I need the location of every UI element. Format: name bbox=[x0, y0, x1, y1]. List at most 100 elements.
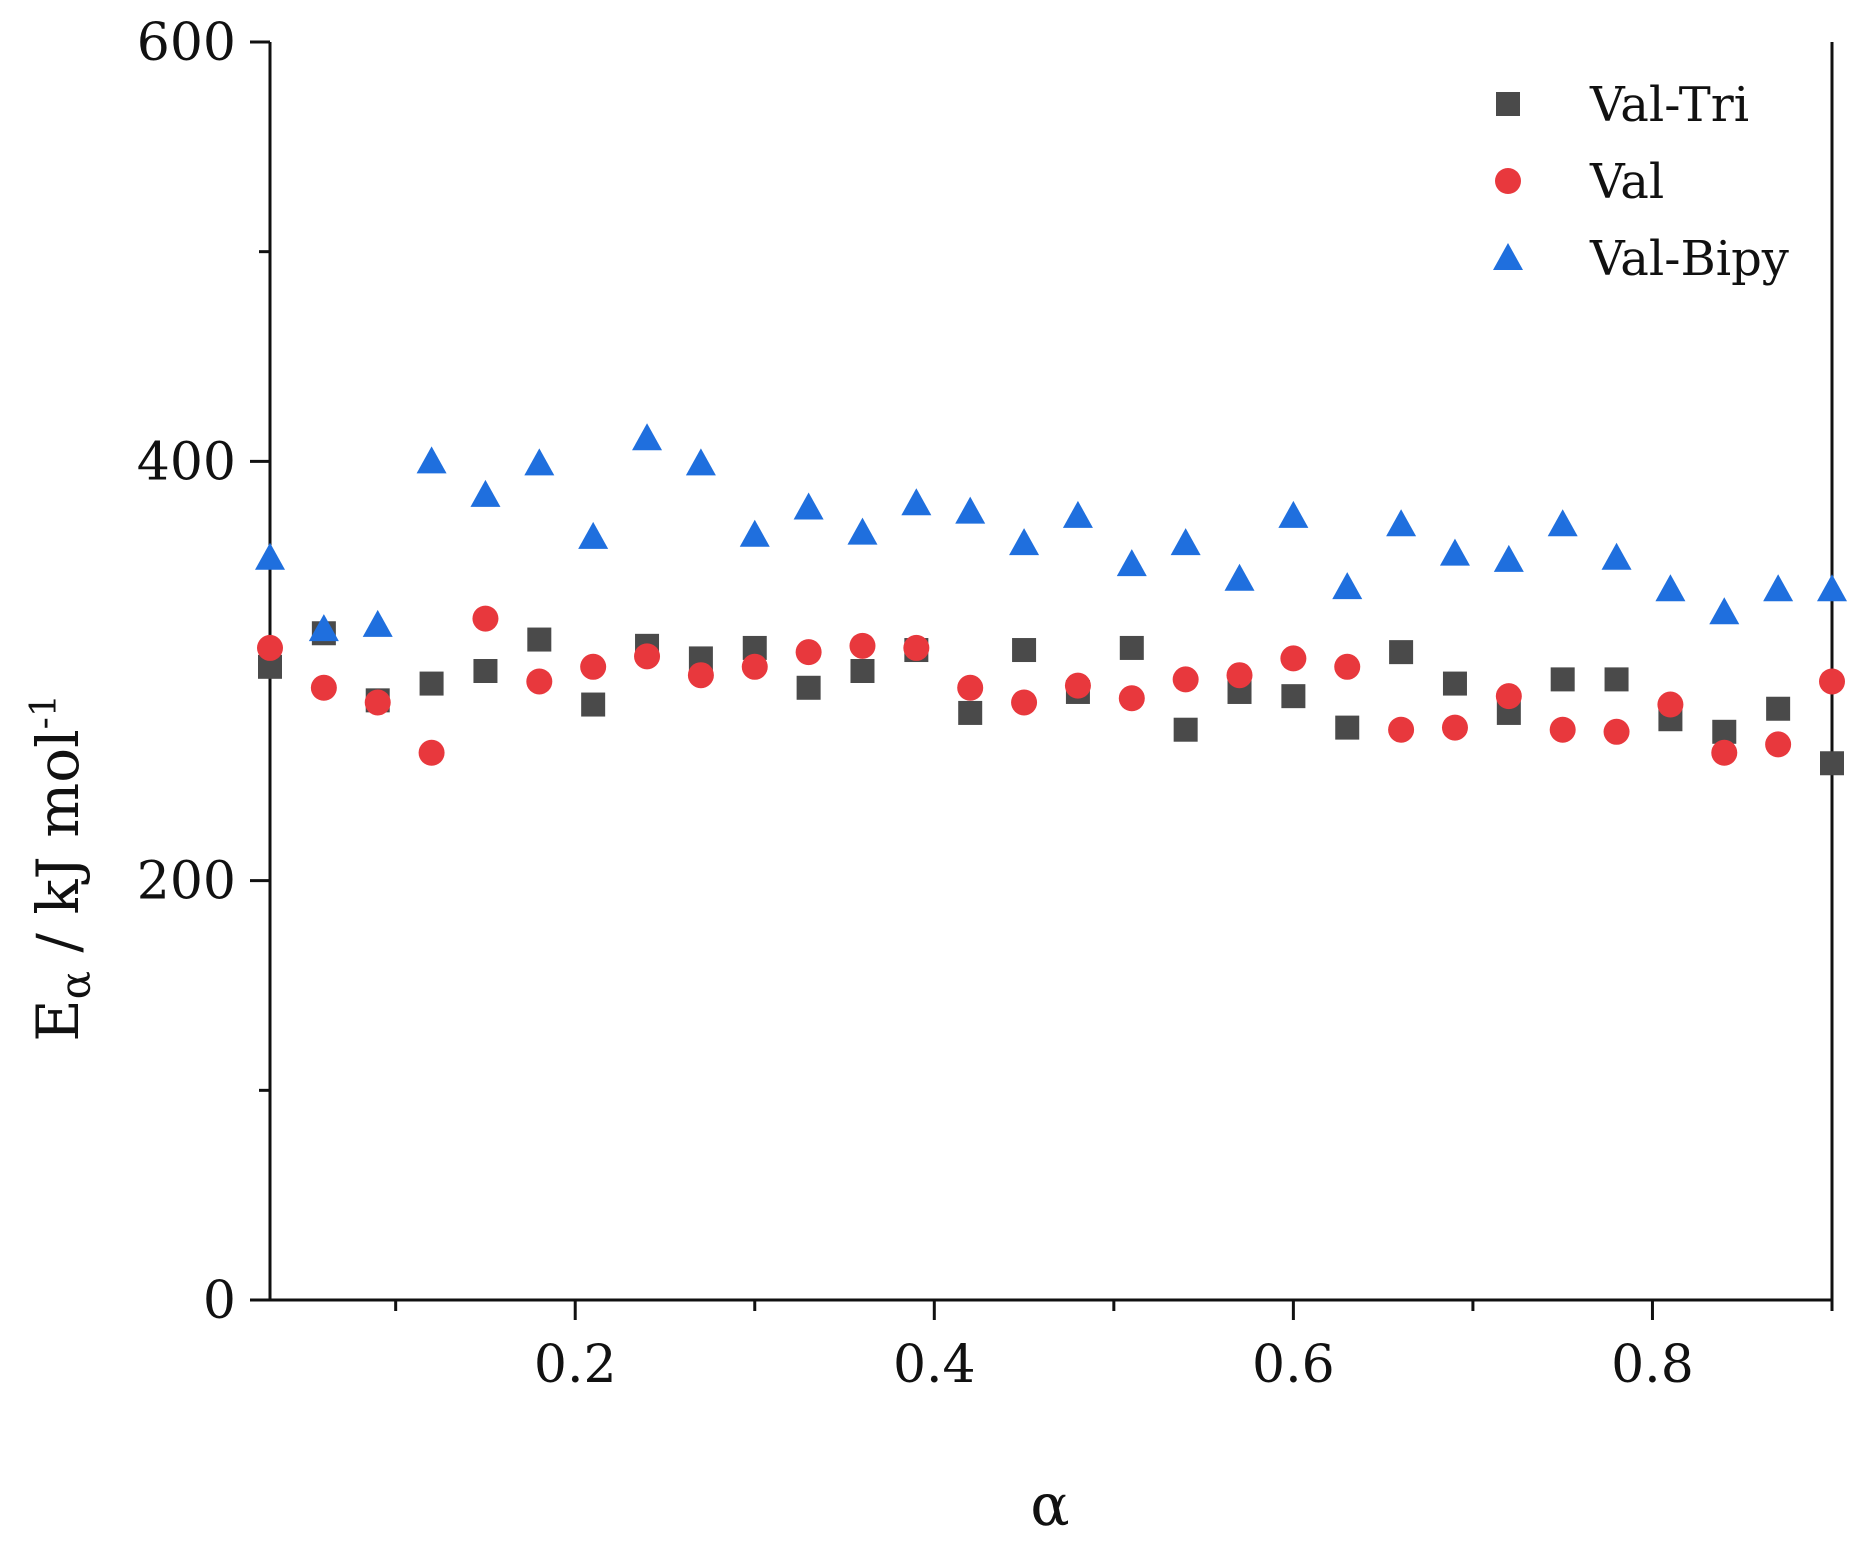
data-point bbox=[1765, 731, 1792, 758]
data-point bbox=[1493, 544, 1524, 572]
y-axis-title-main: E bbox=[24, 999, 92, 1041]
legend-marker bbox=[1495, 168, 1521, 194]
data-point bbox=[1549, 716, 1576, 743]
data-point bbox=[1389, 640, 1414, 665]
data-point bbox=[847, 517, 878, 545]
data-point bbox=[1335, 715, 1360, 740]
data-point bbox=[1495, 683, 1522, 710]
data-point bbox=[796, 675, 821, 700]
data-point bbox=[1388, 716, 1415, 743]
legend-marker bbox=[1493, 243, 1523, 270]
data-point bbox=[849, 632, 876, 659]
y-axis-title-subscript: α bbox=[51, 971, 100, 999]
x-tick-label: 0.6 bbox=[1252, 1335, 1335, 1395]
x-tick-label: 0.4 bbox=[893, 1335, 976, 1395]
data-points bbox=[255, 423, 1847, 776]
data-point bbox=[955, 496, 986, 524]
data-point bbox=[634, 643, 661, 670]
data-point bbox=[1173, 717, 1198, 742]
data-point bbox=[526, 668, 553, 695]
data-point bbox=[957, 674, 984, 701]
data-point bbox=[581, 692, 606, 717]
data-point bbox=[1439, 538, 1470, 566]
data-point bbox=[419, 671, 444, 696]
legend-label: Val-Tri bbox=[1589, 77, 1749, 133]
data-point bbox=[901, 488, 932, 516]
data-point bbox=[1441, 714, 1468, 741]
data-point bbox=[257, 634, 283, 661]
data-point bbox=[310, 674, 337, 701]
data-point bbox=[1281, 684, 1306, 709]
data-point bbox=[1118, 685, 1145, 712]
y-axis-title-superscript: -1 bbox=[24, 694, 65, 729]
data-point bbox=[1604, 667, 1629, 692]
axis-titles: α Eα / kJ mol-1 bbox=[24, 694, 1070, 1539]
data-point bbox=[580, 653, 607, 680]
data-point bbox=[687, 662, 714, 689]
data-point bbox=[1009, 528, 1040, 556]
data-point bbox=[958, 700, 983, 725]
data-point bbox=[1603, 718, 1630, 745]
data-point bbox=[1278, 500, 1309, 528]
series-val-bipy bbox=[255, 423, 1847, 642]
x-tick-label: 0.8 bbox=[1611, 1335, 1694, 1395]
data-point bbox=[1012, 638, 1037, 663]
data-point bbox=[1711, 739, 1738, 766]
data-point bbox=[1064, 672, 1091, 699]
legend-marker bbox=[1496, 92, 1520, 116]
data-point bbox=[578, 521, 609, 549]
y-axis-title-unit: / kJ mol bbox=[24, 729, 92, 971]
data-point bbox=[470, 479, 501, 507]
data-point bbox=[1062, 500, 1093, 528]
data-point bbox=[524, 448, 555, 476]
data-point bbox=[1763, 574, 1794, 602]
series-val bbox=[257, 605, 1845, 766]
data-point bbox=[1119, 635, 1144, 660]
legend-label: Val-Bipy bbox=[1589, 231, 1789, 287]
data-point bbox=[1386, 509, 1417, 537]
axes: 0 200 400 600 0.2 0.4 0.6 0.8 bbox=[137, 13, 1834, 1395]
data-point bbox=[1334, 653, 1361, 680]
data-point bbox=[1657, 691, 1684, 718]
data-point bbox=[364, 689, 391, 716]
data-point bbox=[1655, 574, 1686, 602]
legend: Val-Tri Val Val-Bipy bbox=[1493, 77, 1789, 287]
data-point bbox=[308, 614, 339, 642]
data-point bbox=[1819, 668, 1845, 695]
data-point bbox=[741, 653, 768, 680]
data-point bbox=[1224, 563, 1255, 591]
data-point bbox=[1550, 667, 1575, 692]
data-point bbox=[362, 609, 393, 637]
series-val-tri bbox=[258, 621, 1844, 776]
data-point bbox=[685, 448, 716, 476]
data-point bbox=[1547, 509, 1578, 537]
data-point bbox=[418, 739, 445, 766]
data-point bbox=[1601, 542, 1632, 570]
data-point bbox=[1820, 751, 1844, 776]
data-point bbox=[1332, 572, 1363, 600]
y-tick-label: 400 bbox=[137, 432, 236, 492]
data-point bbox=[739, 519, 770, 547]
data-point bbox=[527, 627, 552, 652]
data-point bbox=[1226, 662, 1253, 689]
data-point bbox=[795, 639, 822, 666]
data-point bbox=[1170, 528, 1201, 556]
y-tick-label: 200 bbox=[137, 852, 236, 912]
x-axis-title: α bbox=[1030, 1471, 1069, 1539]
data-point bbox=[1817, 574, 1847, 602]
data-point bbox=[850, 659, 875, 683]
data-point bbox=[632, 423, 663, 451]
legend-label: Val bbox=[1589, 154, 1664, 210]
data-point bbox=[1709, 597, 1740, 625]
data-point bbox=[255, 542, 285, 570]
data-point bbox=[793, 492, 824, 520]
data-point bbox=[1011, 689, 1038, 716]
data-point bbox=[416, 446, 447, 474]
data-point bbox=[472, 605, 499, 632]
x-tick-label: 0.2 bbox=[534, 1335, 617, 1395]
y-tick-label: 0 bbox=[203, 1271, 236, 1331]
data-point bbox=[1442, 671, 1467, 696]
data-point bbox=[903, 634, 930, 661]
